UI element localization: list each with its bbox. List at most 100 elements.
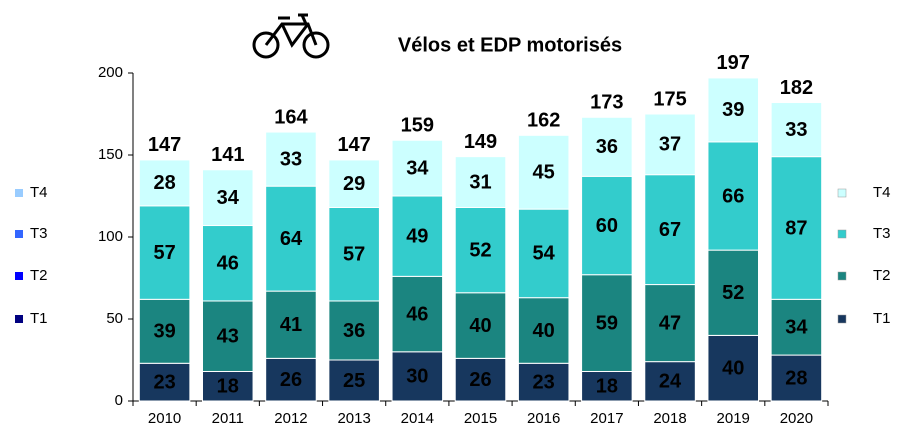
chart-title: Vélos et EDP motorisés [398,34,622,56]
bar-segment [454,206,507,294]
value-label: 33 [280,148,302,170]
bar-segment [581,274,633,372]
value-label: 36 [343,320,365,342]
legend-label: T3 [30,225,48,242]
value-label: 28 [153,172,175,194]
x-tick-label: 2019 [717,410,750,427]
bar-segment [707,249,759,336]
bar-segment [644,174,696,286]
value-label: 87 [785,217,807,239]
value-label: 37 [659,134,681,156]
bar-segment [265,290,317,359]
value-label: 40 [722,357,744,379]
value-label: 18 [596,376,618,398]
total-label: 182 [780,77,813,99]
bar-segment [328,206,380,302]
value-label: 23 [153,371,175,393]
total-label: 162 [527,110,560,132]
x-tick-label: 2016 [527,410,560,427]
bar-segment [265,185,317,292]
x-tick-label: 2017 [590,410,623,427]
value-label: 57 [343,244,365,266]
legend-swatch [837,314,847,324]
total-label: 147 [337,134,370,156]
y-tick-label: 50 [106,310,123,327]
value-label: 40 [469,315,491,337]
bar-segment [454,156,507,208]
legend-label: T1 [873,310,891,327]
x-tick-label: 2010 [148,410,181,427]
bar-segment [581,370,633,402]
legend-swatch [837,188,847,198]
bike-icon [252,13,330,59]
total-label: 147 [148,134,181,156]
bar-segment [517,134,570,210]
value-label: 23 [533,371,555,393]
value-label: 34 [785,316,808,338]
bar-segment [770,102,823,158]
x-tick-label: 2015 [464,410,497,427]
value-label: 54 [533,243,556,265]
legend-swatch [15,315,23,323]
bar-segment [770,354,823,402]
bar-segment [202,225,254,302]
bar-segment [202,169,254,227]
y-tick-label: 150 [98,146,123,163]
value-label: 52 [469,239,491,261]
total-label: 197 [717,52,750,74]
value-label: 43 [217,326,239,348]
value-label: 40 [533,320,555,342]
x-tick-label: 2013 [337,410,370,427]
bar-segment [644,284,696,363]
bar-segment [391,195,444,277]
value-label: 49 [406,225,428,247]
bar-segment [707,77,759,143]
value-label: 41 [280,314,302,336]
value-label: 25 [343,370,365,392]
value-label: 26 [469,369,491,391]
total-label: 164 [274,106,308,128]
value-label: 34 [406,157,429,179]
value-label: 39 [153,321,175,343]
value-label: 66 [722,185,744,207]
legend-swatch [837,271,847,281]
value-label: 18 [217,376,239,398]
bar-segment [328,300,380,361]
value-label: 31 [469,171,491,193]
bar-segment [517,208,570,299]
bar-segment [138,205,191,300]
value-label: 34 [217,187,240,209]
value-label: 33 [785,119,807,141]
x-tick-label: 2018 [653,410,686,427]
bar-segment [138,298,191,364]
total-label: 141 [211,144,244,166]
bar-segment [581,116,633,177]
x-tick-label: 2011 [212,410,244,427]
x-tick-label: 2014 [401,410,434,427]
legend-label: T4 [30,184,48,201]
value-label: 45 [533,162,555,184]
legend-swatch [15,189,23,197]
total-label: 149 [464,131,497,153]
legend-swatch [837,229,847,239]
total-label: 175 [653,88,686,110]
bar-segment [644,113,696,176]
value-label: 46 [406,303,428,325]
value-label: 60 [596,215,618,237]
bar-segment [517,297,570,364]
bar-segment [644,361,696,402]
value-label: 67 [659,219,681,241]
value-label: 24 [659,371,682,393]
bar-segment [391,139,444,197]
total-label: 159 [401,115,434,137]
value-label: 28 [785,367,807,389]
bar-segment [138,362,191,402]
bar-segment [265,131,317,187]
legend-label: T1 [30,310,48,327]
total-label: 173 [590,92,623,114]
legend-label: T2 [30,267,48,284]
y-tick-label: 200 [98,64,123,81]
value-label: 52 [722,282,744,304]
value-label: 39 [722,99,744,121]
